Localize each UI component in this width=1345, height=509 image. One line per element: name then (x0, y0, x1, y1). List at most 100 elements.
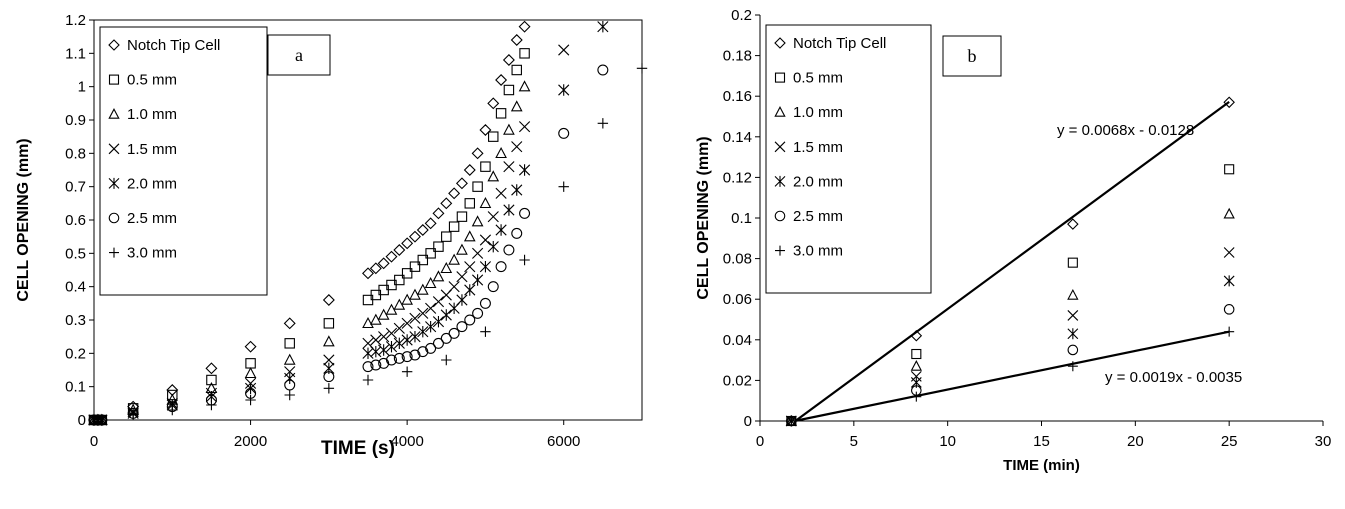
data-point (433, 241, 444, 252)
data-point (385, 327, 398, 339)
y-axis-title: CELL OPENING (mm) (15, 138, 32, 301)
data-point (464, 314, 476, 326)
data-point (479, 196, 492, 209)
data-point (597, 118, 609, 129)
data-point (206, 374, 217, 386)
data-point (464, 284, 476, 296)
data-point (495, 261, 507, 273)
data-point (479, 297, 491, 309)
x-tick-label: 0 (756, 433, 764, 450)
data-point (409, 330, 421, 343)
data-point (425, 342, 437, 354)
y-tick-label: 0.12 (723, 169, 752, 186)
data-point (456, 294, 468, 306)
legend-label: 3.0 mm (793, 243, 843, 260)
x-tick-label: 0 (90, 433, 98, 450)
data-point (456, 271, 468, 283)
data-point (323, 362, 335, 375)
data-point (401, 334, 413, 346)
data-point (910, 329, 923, 342)
data-point (401, 317, 413, 329)
data-point (1067, 218, 1079, 230)
legend-label: 2.5 mm (793, 208, 843, 225)
data-point (362, 361, 374, 373)
data-point (471, 215, 484, 227)
legend-box (99, 26, 268, 296)
data-point (495, 224, 507, 236)
data-point (455, 177, 468, 190)
panel-label: a (295, 45, 303, 65)
data-point (385, 340, 398, 353)
x-tick-label: 15 (1033, 433, 1050, 450)
data-point (1223, 96, 1235, 109)
chart-panel-b: 0 0.02 0.04 0.06 0.08 0.1 0.12 0.14 0.16 0.18 0.2 0… (695, 7, 1331, 474)
data-point (786, 416, 797, 426)
data-point (417, 254, 429, 266)
legend-marker (109, 247, 119, 258)
legend-label: 1.5 mm (127, 141, 177, 158)
data-point (503, 161, 515, 173)
data-point (409, 312, 421, 324)
data-point (463, 164, 476, 176)
y-tick-label: 0.18 (723, 48, 752, 65)
data-point (370, 334, 382, 346)
data-point (424, 276, 437, 289)
data-point (244, 340, 257, 353)
data-point (448, 221, 460, 232)
y-tick-label: 0.16 (723, 88, 752, 105)
y-tick-label: 0.4 (65, 279, 86, 296)
data-point (425, 302, 437, 314)
data-point (511, 141, 523, 153)
data-point (479, 260, 492, 273)
data-point (385, 250, 398, 263)
data-point (911, 348, 922, 360)
data-point (378, 331, 390, 343)
x-tick-label: 20 (1127, 433, 1144, 450)
data-point (440, 309, 452, 321)
data-point (1223, 207, 1235, 219)
data-point (558, 44, 570, 56)
legend-label: 0.5 mm (127, 72, 177, 89)
y-tick-label: 0.1 (65, 379, 86, 396)
data-point (417, 325, 429, 338)
data-point (284, 389, 295, 401)
data-point (1067, 288, 1079, 300)
data-point (323, 383, 335, 394)
legend-label: 1.5 mm (793, 139, 843, 156)
data-point (910, 360, 922, 371)
legend-marker (774, 175, 786, 187)
y-tick-label: 0.6 (65, 212, 86, 229)
y-tick-label: 1 (78, 79, 86, 96)
legend-label: 1.0 mm (793, 104, 843, 121)
legend: Notch Tip Cell 0.5 mm 1.0 mm 1.5 mm 2.0 mm 2.… (99, 26, 268, 296)
series-6 (786, 326, 1235, 426)
y-tick-label: 0.06 (723, 291, 752, 308)
data-point (487, 211, 499, 223)
data-point (283, 317, 296, 330)
y-tick-label: 0.8 (65, 145, 86, 162)
legend-marker (774, 72, 786, 83)
data-point (323, 318, 335, 329)
data-point (417, 307, 429, 319)
legend-box (765, 24, 932, 294)
data-point (441, 354, 452, 366)
data-point (464, 198, 476, 209)
data-point (448, 281, 460, 293)
data-point (401, 351, 413, 363)
data-point (167, 404, 178, 416)
data-point (440, 197, 453, 210)
y-tick-label: 0.14 (723, 129, 752, 146)
data-point (401, 268, 413, 279)
x-axis-title: TIME (s) (321, 438, 395, 459)
data-point (510, 100, 523, 112)
data-point (245, 358, 256, 369)
data-point (1067, 361, 1078, 372)
data-point (393, 337, 405, 350)
data-point (1223, 304, 1235, 315)
legend-marker (108, 108, 120, 119)
y-tick-label: 1.1 (65, 45, 86, 62)
data-point (393, 244, 406, 256)
legend-label: 0.5 mm (793, 70, 843, 87)
data-point (394, 274, 405, 286)
